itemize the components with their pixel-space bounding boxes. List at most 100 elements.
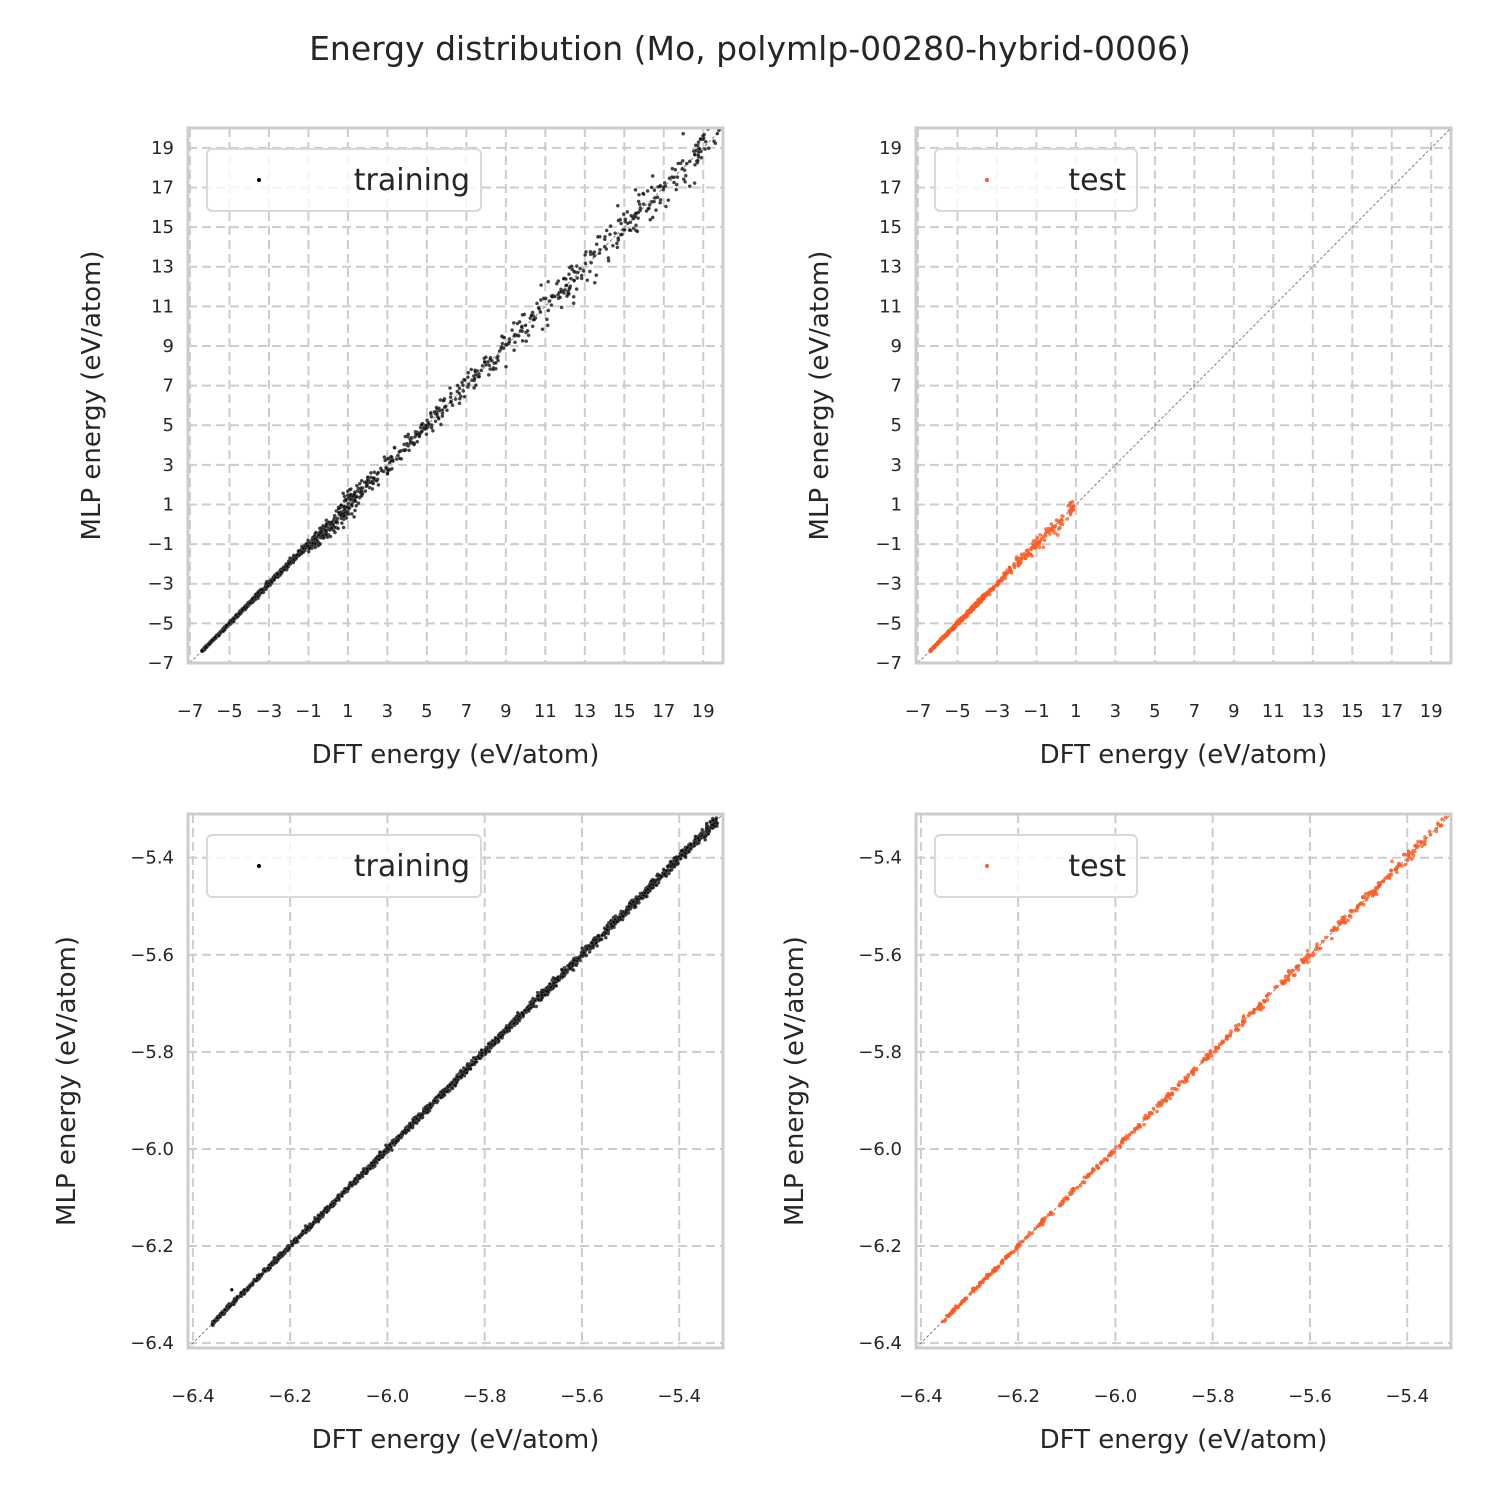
- data-point: [275, 571, 279, 576]
- data-point: [357, 481, 362, 486]
- data-point: [1233, 1024, 1238, 1028]
- data-point: [647, 884, 652, 889]
- data-point: [1023, 1236, 1028, 1240]
- y-tick-label: 9: [891, 336, 902, 357]
- data-point: [670, 862, 675, 867]
- x-tick-label: −5: [944, 701, 971, 722]
- data-point: [386, 456, 391, 461]
- data-point: [334, 1198, 338, 1203]
- data-point: [1004, 571, 1008, 576]
- data-point: [606, 256, 611, 260]
- y-tick-label: 3: [891, 455, 902, 476]
- data-point: [353, 1176, 357, 1181]
- legend-marker: [985, 864, 989, 868]
- y-tick-label: 1: [163, 494, 174, 515]
- data-point: [354, 503, 359, 508]
- data-point: [1037, 541, 1042, 546]
- data-point: [477, 374, 482, 379]
- data-point: [1042, 538, 1047, 542]
- data-point: [486, 360, 490, 364]
- data-point: [327, 528, 332, 532]
- data-point: [627, 228, 632, 232]
- data-point: [1056, 526, 1061, 531]
- data-point: [472, 376, 477, 381]
- data-point: [1381, 879, 1385, 883]
- data-point: [1406, 849, 1411, 854]
- data-point: [1405, 858, 1410, 863]
- data-point: [1158, 1101, 1162, 1105]
- data-point: [664, 868, 669, 873]
- data-point: [308, 1225, 313, 1230]
- data-point: [602, 237, 607, 242]
- data-point: [402, 442, 407, 447]
- scatter-points: [928, 500, 1076, 654]
- data-point: [1014, 1246, 1019, 1251]
- data-point: [631, 900, 636, 905]
- data-point: [649, 879, 654, 883]
- data-point: [296, 549, 301, 553]
- scatter-points: [210, 816, 720, 1328]
- data-point: [535, 990, 540, 995]
- data-point: [1192, 1066, 1197, 1070]
- data-point: [340, 511, 344, 516]
- data-point: [1273, 985, 1278, 990]
- data-point: [502, 1030, 506, 1034]
- data-point: [526, 333, 531, 338]
- data-point: [1406, 852, 1410, 857]
- legend: test: [934, 834, 1138, 898]
- y-tick-label: 11: [151, 296, 174, 317]
- data-point: [1011, 1250, 1016, 1254]
- data-point: [370, 487, 375, 491]
- x-tick-label: −5.6: [1288, 1386, 1332, 1407]
- data-point: [600, 933, 605, 937]
- data-point: [621, 212, 626, 217]
- data-point: [590, 943, 595, 948]
- data-point: [1311, 951, 1316, 956]
- data-point: [323, 524, 328, 529]
- data-point: [1440, 817, 1444, 822]
- data-point: [354, 495, 359, 499]
- data-point: [1291, 973, 1296, 978]
- data-point: [290, 1242, 295, 1247]
- data-point: [581, 951, 586, 955]
- x-tick-label: 3: [1110, 701, 1121, 722]
- data-point: [1360, 895, 1365, 900]
- data-point: [355, 483, 359, 488]
- axes-frame: [914, 812, 1453, 1350]
- data-point: [269, 1261, 274, 1266]
- y-tick-label: −7: [875, 653, 902, 674]
- data-point: [1423, 835, 1427, 839]
- data-point: [1416, 839, 1420, 844]
- data-point: [360, 1174, 365, 1179]
- data-point: [1164, 1098, 1169, 1103]
- data-point: [368, 1166, 372, 1171]
- data-point: [571, 968, 576, 972]
- data-point: [1137, 1122, 1141, 1127]
- data-point: [462, 394, 467, 399]
- data-point: [234, 1297, 238, 1302]
- data-point: [703, 123, 706, 126]
- data-point: [1240, 1023, 1245, 1028]
- data-point: [330, 526, 334, 530]
- data-point: [681, 177, 686, 182]
- data-point: [1040, 1221, 1045, 1226]
- data-point: [455, 383, 460, 388]
- data-point: [255, 1276, 260, 1280]
- data-point: [279, 570, 284, 574]
- data-point: [662, 181, 667, 185]
- data-point: [228, 1304, 233, 1308]
- data-point: [312, 536, 317, 541]
- data-point: [250, 596, 255, 601]
- data-point: [470, 1062, 474, 1067]
- x-tick-label: −5.8: [1191, 1386, 1235, 1407]
- data-point: [487, 363, 492, 368]
- y-tick-label: −6.4: [130, 1333, 174, 1354]
- data-point: [673, 167, 678, 172]
- data-point: [448, 1083, 452, 1087]
- y-tick-label: 19: [151, 138, 174, 159]
- data-point: [242, 1287, 247, 1292]
- data-point: [564, 283, 569, 288]
- y-tick-label: 7: [891, 376, 902, 397]
- data-point: [223, 1308, 227, 1312]
- data-point: [310, 541, 315, 546]
